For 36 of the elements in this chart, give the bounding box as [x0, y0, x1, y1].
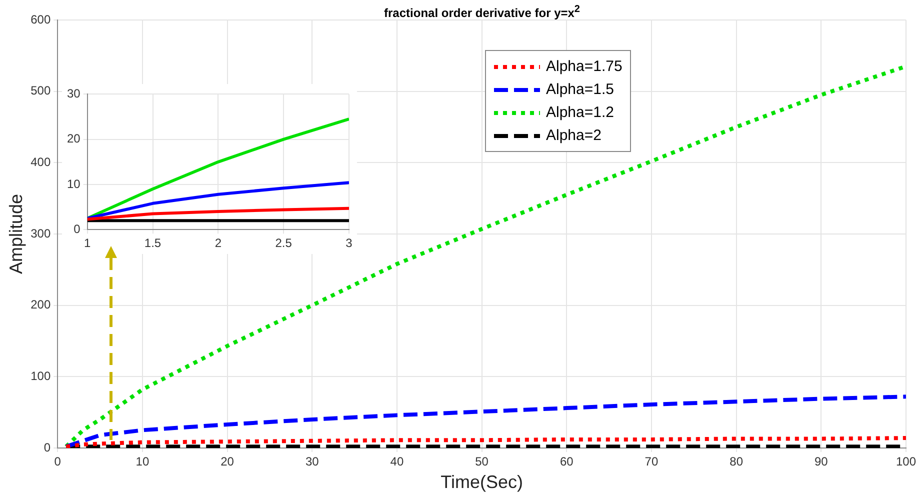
y-tick-label: 300	[30, 226, 51, 240]
x-tick-label: 50	[475, 454, 489, 469]
y-tick-label: 20	[66, 132, 81, 146]
legend-label: Alpha=1.2	[546, 104, 614, 121]
y-tick-label: 200	[30, 298, 51, 312]
legend-label: Alpha=2	[546, 127, 602, 144]
x-tick-label: 1	[84, 236, 92, 250]
x-tick-label: 10	[136, 454, 150, 469]
x-tick-label: 30	[305, 454, 320, 469]
x-tick-label: 2	[214, 236, 222, 250]
x-tick-label: 100	[896, 454, 916, 469]
x-tick-label: 2.5	[275, 236, 292, 250]
line-series	[64, 436, 906, 448]
x-tick-label: 20	[220, 454, 234, 469]
y-tick-label: 400	[30, 154, 51, 169]
legend-label: Alpha=1.5	[546, 81, 614, 98]
x-tick-label: 0	[54, 454, 62, 469]
chart-title: fractional order derivative for y=x$^{2}$	[383, 4, 581, 20]
line-series	[64, 394, 906, 448]
y-tick-label: 500	[30, 84, 51, 98]
x-tick-label: 3	[346, 236, 353, 250]
y-tick-label: 30	[66, 86, 81, 101]
y-tick-label: 600	[30, 12, 51, 26]
x-tick-label: 90	[814, 454, 828, 469]
y-tick-label: 0	[44, 440, 51, 454]
legend-label: Alpha=1.75	[546, 58, 622, 75]
y-tick-label: 100	[30, 368, 51, 383]
x-tick-label: 40	[390, 454, 404, 469]
x-tick-label: 80	[730, 454, 744, 469]
x-tick-label: 60	[560, 454, 574, 469]
y-axis-title: Amplitude	[6, 194, 26, 274]
y-tick-label: 10	[66, 176, 81, 191]
x-tick-label: 70	[644, 454, 658, 469]
x-tick-label: 1.5	[144, 236, 162, 250]
x-axis-title: Time(Sec)	[440, 472, 523, 492]
y-tick-label: 0	[74, 222, 81, 236]
